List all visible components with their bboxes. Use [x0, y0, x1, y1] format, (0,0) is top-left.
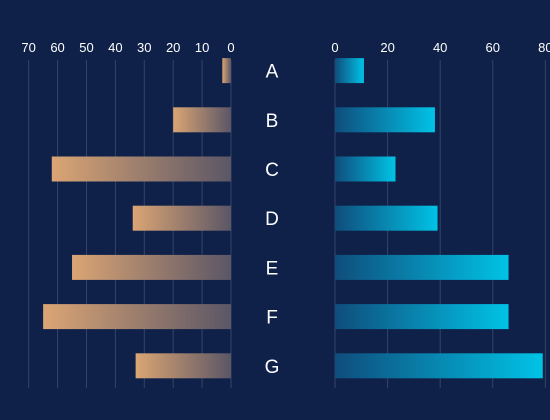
right-bar-B	[335, 107, 435, 133]
right-bar-D	[335, 205, 438, 231]
left-tick-label: 0	[227, 40, 234, 55]
left-tick-label: 20	[166, 40, 180, 55]
right-tick-label: 60	[486, 40, 500, 55]
left-tick-label: 30	[137, 40, 151, 55]
category-label-G: G	[265, 357, 280, 378]
category-label-F: F	[266, 308, 278, 329]
right-bar-A	[335, 58, 364, 84]
left-tick-label: 50	[79, 40, 93, 55]
category-label-C: C	[265, 160, 279, 181]
right-axis-ticks: 0 20 40 60 80	[331, 40, 550, 55]
left-bar-G	[135, 353, 231, 379]
right-bar-E	[335, 254, 509, 280]
category-label-E: E	[266, 258, 279, 279]
left-bar-F	[43, 304, 231, 330]
category-label-D: D	[265, 209, 279, 230]
left-tick-label: 10	[195, 40, 209, 55]
left-bar-E	[72, 254, 231, 280]
left-bar-A	[222, 58, 231, 84]
right-series-bars	[335, 58, 543, 379]
right-bar-C	[335, 156, 396, 182]
category-labels: A B C D E F G	[265, 62, 280, 378]
left-bar-D	[132, 205, 231, 231]
left-bar-B	[173, 107, 231, 133]
left-series-bars	[43, 58, 231, 379]
category-label-A: A	[266, 62, 279, 83]
right-tick-label: 20	[380, 40, 394, 55]
left-tick-label: 70	[21, 40, 35, 55]
right-bar-F	[335, 304, 509, 330]
left-tick-label: 60	[50, 40, 64, 55]
right-tick-label: 40	[433, 40, 447, 55]
right-tick-label: 80	[538, 40, 550, 55]
right-bar-G	[335, 353, 543, 379]
left-bar-C	[51, 156, 231, 182]
left-axis-ticks: 70 60 50 40 30 20 10 0	[21, 40, 234, 55]
right-tick-label: 0	[331, 40, 338, 55]
left-tick-label: 40	[108, 40, 122, 55]
category-label-B: B	[266, 111, 279, 132]
